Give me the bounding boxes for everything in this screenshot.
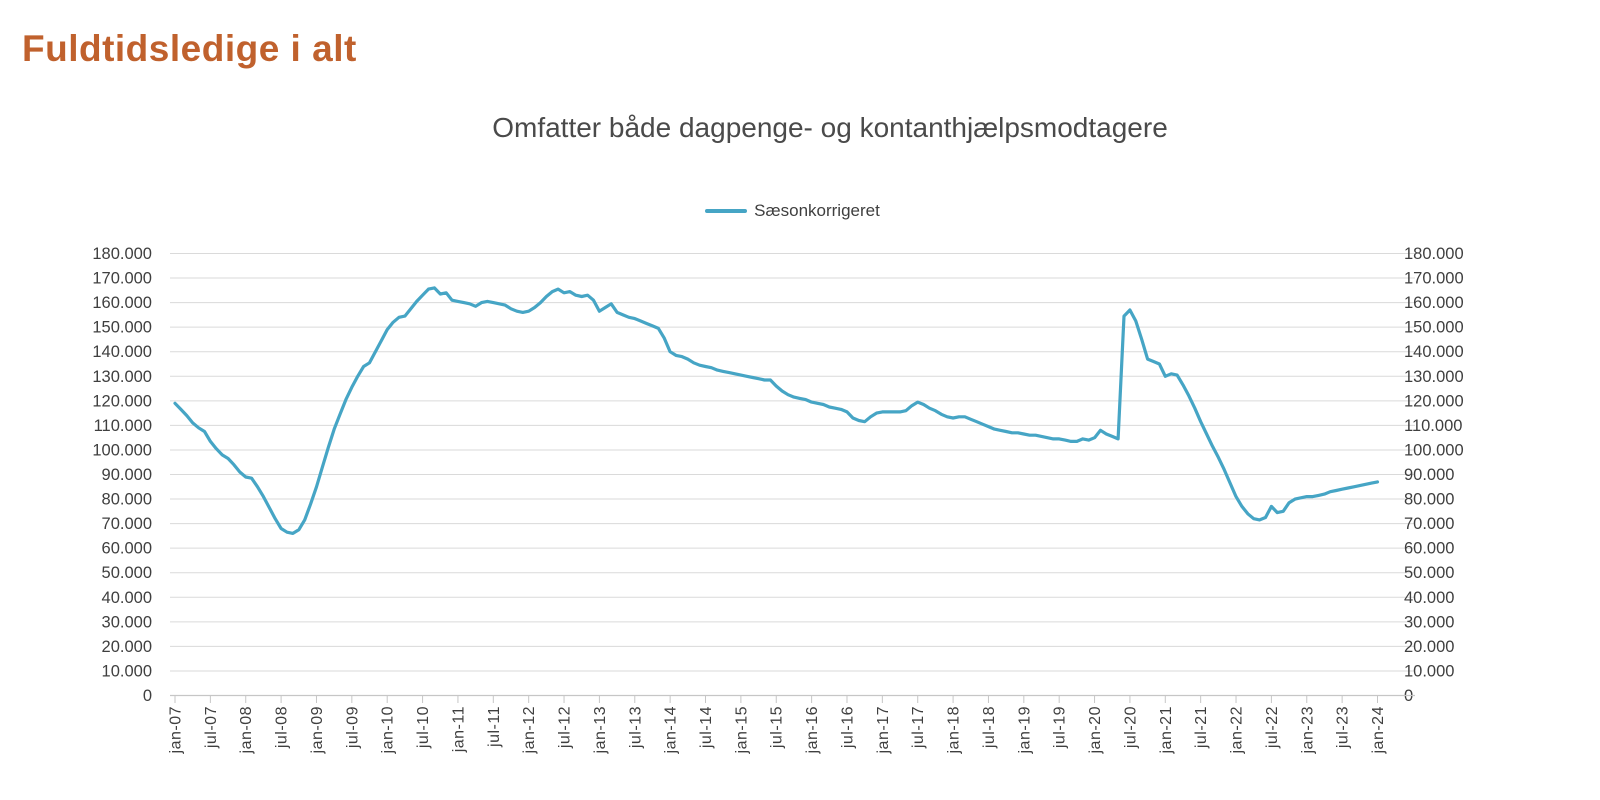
x-axis-label: jul-11: [486, 706, 503, 748]
y-axis-label-right: 50.000: [1404, 564, 1454, 582]
y-axis-label-left: 100.000: [92, 441, 152, 459]
y-axis-label-right: 130.000: [1404, 368, 1464, 386]
y-axis-label-left: 60.000: [102, 540, 152, 558]
x-axis-label: jan-20: [1087, 706, 1104, 754]
y-axis-label-right: 20.000: [1404, 638, 1454, 656]
x-axis-label: jan-07: [168, 706, 185, 754]
y-axis-label-left: 120.000: [92, 392, 152, 410]
x-axis-label: jul-14: [698, 706, 715, 749]
y-axis-label-right: 80.000: [1404, 491, 1454, 509]
x-axis-label: jan-21: [1158, 706, 1175, 754]
x-axis-label: jul-15: [769, 706, 786, 749]
legend-line-swatch: [705, 209, 748, 213]
page-title: Fuldtidsledige i alt: [22, 28, 357, 69]
y-axis-label-right: 110.000: [1404, 417, 1462, 435]
x-axis-label: jul-20: [1122, 706, 1139, 749]
y-axis-label-right: 100.000: [1404, 441, 1464, 459]
y-axis-label-left: 0: [143, 687, 152, 705]
y-axis-label-left: 130.000: [92, 368, 152, 386]
x-axis-label: jul-21: [1193, 706, 1210, 749]
y-axis-label-right: 40.000: [1404, 589, 1454, 607]
x-axis-label: jan-15: [733, 706, 750, 754]
y-axis-label-right: 150.000: [1404, 319, 1464, 337]
x-axis-label: jan-19: [1016, 706, 1033, 754]
x-axis-label: jan-12: [521, 706, 538, 754]
y-axis-label-left: 90.000: [102, 466, 152, 484]
x-axis-label: jan-16: [804, 706, 821, 754]
y-axis-label-right: 90.000: [1404, 466, 1454, 484]
y-axis-label-left: 80.000: [102, 491, 152, 509]
y-axis-label-right: 60.000: [1404, 540, 1454, 558]
series-line-saesonkorrigeret: [173, 286, 1380, 536]
x-axis-label: jan-08: [238, 706, 255, 754]
x-axis-label: jan-24: [1370, 706, 1387, 754]
legend: Sæsonkorrigeret: [170, 200, 1415, 222]
x-axis-label: jul-08: [274, 706, 291, 749]
x-axis-label: jan-13: [592, 706, 609, 754]
x-axis-label: jan-17: [875, 706, 892, 754]
y-axis-label-left: 70.000: [102, 515, 152, 533]
y-axis-label-left: 180.000: [92, 245, 152, 263]
x-axis-label: jul-12: [557, 706, 574, 749]
y-axis-label-right: 70.000: [1404, 515, 1454, 533]
y-axis-label-left: 160.000: [92, 294, 152, 312]
y-axis-label-right: 160.000: [1404, 294, 1464, 312]
y-axis-label-left: 170.000: [92, 270, 152, 288]
x-axis-label: jan-10: [380, 706, 397, 754]
y-axis-label-left: 140.000: [92, 343, 152, 361]
y-axis-label-left: 150.000: [92, 319, 152, 337]
x-axis-label: jan-14: [663, 706, 680, 754]
y-axis-label-right: 170.000: [1404, 270, 1464, 288]
y-axis-label-right: 180.000: [1404, 245, 1464, 263]
x-axis-label: jan-22: [1229, 706, 1246, 754]
y-axis-label-left: 110.000: [94, 417, 152, 435]
y-axis-label-right: 140.000: [1404, 343, 1464, 361]
y-axis-label-left: 10.000: [102, 662, 152, 680]
y-axis-label-right: 30.000: [1404, 613, 1454, 631]
x-axis-label: jan-11: [450, 706, 467, 753]
x-axis-label: jan-09: [309, 706, 326, 754]
x-axis-label: jul-16: [839, 706, 856, 749]
y-axis-label-right: 120.000: [1404, 392, 1464, 410]
x-axis-label: jul-22: [1264, 706, 1281, 749]
y-axis-label-left: 20.000: [102, 638, 152, 656]
y-axis-label-left: 40.000: [102, 589, 152, 607]
x-axis-label: jul-10: [415, 706, 432, 749]
x-axis-label: jan-18: [946, 706, 963, 754]
x-axis-label: jul-23: [1335, 706, 1352, 749]
x-axis-label: jul-07: [203, 706, 220, 749]
x-axis-label: jul-18: [981, 706, 998, 749]
x-axis-label: jul-19: [1052, 706, 1069, 749]
x-axis-label: jul-13: [627, 706, 644, 749]
x-axis-label: jan-23: [1299, 706, 1316, 754]
chart-title: Omfatter både dagpenge- og kontanthjælps…: [492, 112, 1168, 143]
x-axis-label: jul-17: [910, 706, 927, 749]
y-axis-label-left: 30.000: [102, 613, 152, 631]
y-axis-label-right: 10.000: [1404, 662, 1454, 680]
x-axis-label: jul-09: [344, 706, 361, 749]
legend-label: Sæsonkorrigeret: [754, 201, 880, 220]
y-axis-label-left: 50.000: [102, 564, 152, 582]
